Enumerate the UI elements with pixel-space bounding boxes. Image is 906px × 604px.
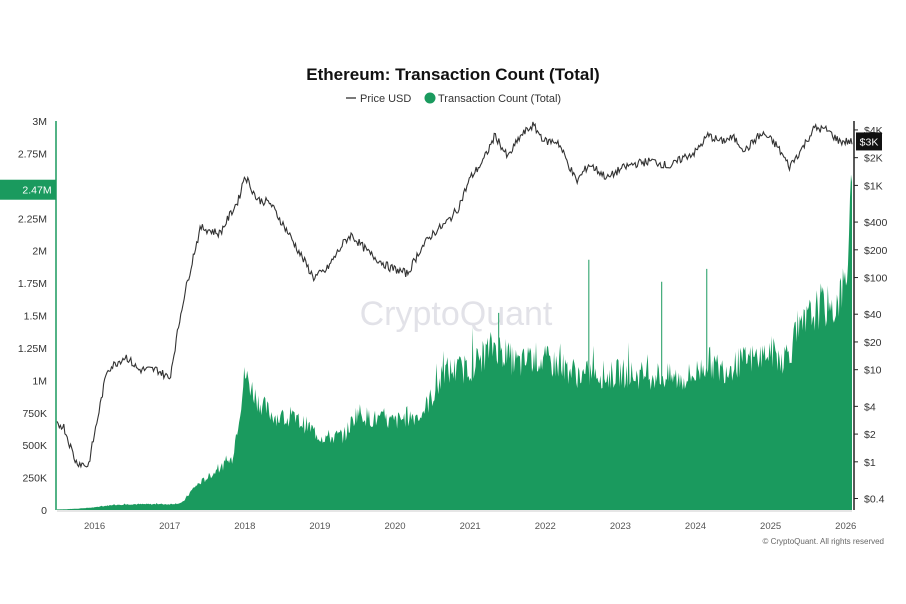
right-tick-label: $1: [864, 457, 876, 469]
left-tick-label: 1.25M: [18, 343, 47, 355]
x-tick-label: 2019: [309, 521, 330, 532]
x-axis: 2016 2017 2018 2019 2020 2021 2022 2023 2024 2025…: [57, 510, 856, 532]
legend-item-tx-count[interactable]: Transaction Count (Total): [424, 92, 562, 106]
right-current-badge-label: $3K: [860, 136, 879, 148]
x-tick-label: 2017: [159, 521, 180, 532]
right-tick-label: $400: [864, 217, 888, 229]
right-tick-label: $40: [864, 309, 882, 321]
legend: Price USD Transaction Count (Total): [346, 92, 562, 106]
left-tick-label: 2.75M: [18, 148, 47, 160]
price-line-layer: [56, 121, 853, 469]
left-tick-label: 500K: [22, 440, 47, 452]
right-tick-label: $1K: [864, 180, 883, 192]
value-badges: 2.47M $3K: [0, 132, 882, 200]
legend-dot-icon: [424, 92, 436, 104]
right-tick-label: $0.4: [864, 493, 885, 505]
right-tick-label: $200: [864, 245, 888, 257]
x-tick-label: 2016: [84, 521, 105, 532]
x-tick-label: 2024: [685, 521, 706, 532]
left-tick-label: 2M: [32, 246, 47, 258]
left-tick-label: 250K: [22, 473, 47, 485]
x-tick-label: 2018: [234, 521, 255, 532]
x-tick-label: 2026: [835, 521, 856, 532]
left-current-badge: [0, 179, 56, 200]
watermark: CryptoQuant: [360, 295, 553, 333]
right-tick-label: $100: [864, 273, 888, 285]
left-tick-label: 750K: [22, 408, 47, 420]
x-tick-label: 2021: [460, 521, 481, 532]
right-tick-label: $2K: [864, 153, 883, 165]
legend-label-tx-count: Transaction Count (Total): [438, 93, 561, 105]
tx-count-area-layer: [57, 174, 852, 510]
right-current-badge: [856, 132, 882, 151]
left-tick-label: 1.5M: [24, 311, 47, 323]
price-line: [56, 121, 853, 469]
credit-text: © CryptoQuant. All rights reserved: [763, 537, 885, 546]
right-tick-label: $20: [864, 337, 882, 349]
x-tick-label: 2020: [384, 521, 405, 532]
tx-count-area: [57, 174, 852, 510]
x-tick-label: 2023: [610, 521, 631, 532]
legend-label-price: Price USD: [360, 93, 411, 105]
legend-item-price[interactable]: Price USD: [346, 93, 411, 105]
left-tick-label: 1M: [32, 375, 47, 387]
x-tick-label: 2025: [760, 521, 781, 532]
left-current-badge-label: 2.47M: [22, 185, 51, 197]
left-axis: 0250K500K750K1M1.25M1.5M1.75M2M2.25M2.5M…: [18, 116, 57, 517]
right-tick-label: $2: [864, 429, 876, 441]
left-tick-label: 1.75M: [18, 278, 47, 290]
chart-title: Ethereum: Transaction Count (Total): [306, 65, 599, 84]
left-tick-label: 3M: [32, 116, 47, 128]
right-tick-label: $10: [864, 365, 882, 377]
left-tick-label: 2.25M: [18, 213, 47, 225]
right-tick-label: $4: [864, 401, 876, 413]
right-axis: $0.4$1$2$4$10$20$40$100$200$400$1K$2K$4K: [853, 121, 888, 510]
x-tick-label: 2022: [535, 521, 556, 532]
left-tick-label: 0: [41, 505, 47, 517]
